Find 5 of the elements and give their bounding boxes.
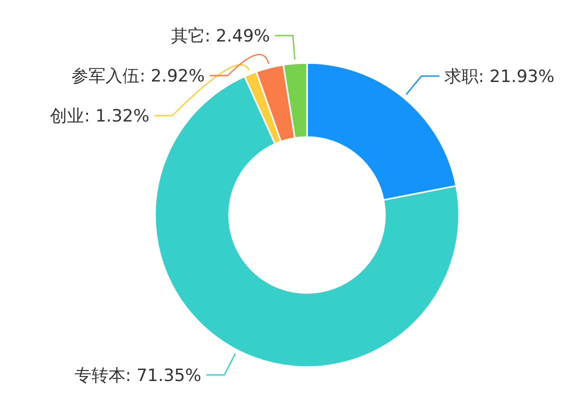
slice-label: 创业: 1.32%: [50, 106, 150, 127]
slice-label: 参军入伍: 2.92%: [72, 66, 205, 87]
slice-label: 专转本: 71.35%: [74, 366, 202, 386]
slice-label: 其它: 2.49%: [170, 26, 270, 47]
slice-label: 求职: 21.93%: [444, 67, 554, 88]
